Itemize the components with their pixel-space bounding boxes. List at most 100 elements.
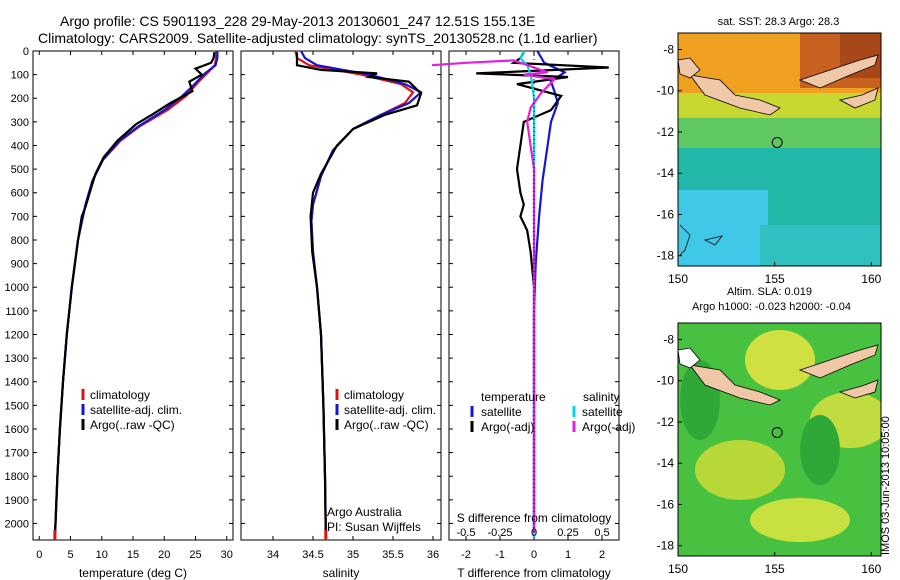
series-climatology xyxy=(294,50,415,538)
legend-label: satellite-adj. clim. xyxy=(90,403,182,417)
xtick-label: 0 xyxy=(531,549,537,561)
ytick-label: 300 xyxy=(11,117,29,129)
xtick-label: 25 xyxy=(189,549,201,561)
ytick-label: 1300 xyxy=(5,353,29,365)
sla-map-field xyxy=(678,323,881,556)
legend-label: climatology xyxy=(344,388,404,402)
ytick-label: 1900 xyxy=(5,495,29,507)
ytick-label: 1100 xyxy=(5,306,29,318)
ytick-label: 1500 xyxy=(5,400,29,412)
ytick-label: 800 xyxy=(11,235,29,247)
xtick-label: 2 xyxy=(599,549,605,561)
map-ytick-label: -18 xyxy=(657,249,675,263)
xtick-label: -1 xyxy=(495,549,505,561)
legend-title-salinity: salinity xyxy=(583,390,620,404)
legend-label: satellite xyxy=(582,405,623,419)
legend-label: Argo(-adj) xyxy=(582,420,635,434)
sla-map-title: Altim. SLA: 0.019 xyxy=(727,286,812,298)
imos-timestamp: IMOS 03-Jun-2013 10:05:00 xyxy=(880,416,892,555)
series-satellite-adj-clim- xyxy=(300,50,423,538)
ytick-label: 200 xyxy=(11,93,29,105)
map-ytick-label: -10 xyxy=(657,84,675,98)
stick-label: 0 xyxy=(531,527,537,539)
series-argo-raw-qc- xyxy=(53,52,216,533)
argo-location-marker xyxy=(771,136,783,148)
xtick-label: 34 xyxy=(267,549,279,561)
ytick-label: 700 xyxy=(11,211,29,223)
map-ytick-label: -10 xyxy=(657,374,675,388)
map-ytick-label: -8 xyxy=(663,332,674,346)
salinity-profile-xlabel: salinity xyxy=(323,566,360,580)
legend-label: satellite xyxy=(481,405,522,419)
map-ytick-label: -16 xyxy=(657,207,675,221)
ytick-label: 0 xyxy=(23,46,29,58)
legend-label: climatology xyxy=(90,388,150,402)
legend-label: Argo(..raw -QC) xyxy=(344,418,429,432)
xtick-label: 5 xyxy=(67,549,73,561)
ytick-label: 1600 xyxy=(5,424,29,436)
legend-label: Argo(-adj) xyxy=(481,420,534,434)
annotation-text: Argo Australia xyxy=(327,505,402,519)
salinity-profile-frame xyxy=(240,50,442,541)
sst-map-frame xyxy=(677,32,882,267)
ytick-label: 1200 xyxy=(5,329,29,341)
temperature-profile-xlabel: temperature (deg C) xyxy=(79,566,187,580)
ytick-label: 100 xyxy=(11,70,29,82)
legend-title-temperature: temperature xyxy=(481,390,546,404)
xtick-label: 0 xyxy=(36,549,42,561)
sla-map-subtitle: Argo h1000: -0.023 h2000: -0.04 xyxy=(692,301,851,313)
series-t-satellite xyxy=(532,50,567,538)
series-s-argo-adj- xyxy=(431,59,557,533)
map-ytick-label: -18 xyxy=(657,539,675,553)
stick-label: 0.25 xyxy=(557,527,578,539)
s-diff-xlabel: S difference from climatology xyxy=(457,511,612,525)
map-xtick-label: 160 xyxy=(861,562,881,576)
sst-map-field xyxy=(678,33,881,266)
ytick-label: 1400 xyxy=(5,377,29,389)
legend-label: Argo(..raw -QC) xyxy=(90,418,175,432)
map-ytick-label: -14 xyxy=(657,456,675,470)
map-ytick-label: -16 xyxy=(657,497,675,511)
xtick-label: 35.5 xyxy=(382,549,403,561)
map-xtick-label: 150 xyxy=(668,562,688,576)
temperature-profile-frame xyxy=(32,50,234,541)
xtick-label: 35 xyxy=(347,549,359,561)
ytick-label: 900 xyxy=(11,259,29,271)
ytick-label: 2000 xyxy=(5,518,29,530)
series-argo-raw-qc- xyxy=(295,52,423,533)
ytick-label: 500 xyxy=(11,164,29,176)
xtick-label: 30 xyxy=(221,549,233,561)
figure-title-line1: Argo profile: CS 5901193_228 29-May-2013… xyxy=(60,13,536,29)
legend-label: satellite-adj. clim. xyxy=(344,403,436,417)
ytick-label: 1000 xyxy=(5,282,29,294)
ytick-label: 1700 xyxy=(5,448,29,460)
map-xtick-label: 160 xyxy=(861,272,881,286)
map-xtick-label: 150 xyxy=(668,272,688,286)
map-xtick-label: 155 xyxy=(765,272,785,286)
series-t-argo-adj- xyxy=(476,51,609,533)
xtick-label: 1 xyxy=(565,549,571,561)
xtick-label: 10 xyxy=(96,549,108,561)
ytick-label: 1800 xyxy=(5,471,29,483)
map-xtick-label: 155 xyxy=(765,562,785,576)
annotation-text: PI: Susan Wijffels xyxy=(327,520,421,534)
xtick-label: 15 xyxy=(127,549,139,561)
stick-label: 0.5 xyxy=(594,527,609,539)
xtick-label: 34.5 xyxy=(302,549,323,561)
xtick-label: 36 xyxy=(427,549,439,561)
ytick-label: 400 xyxy=(11,140,29,152)
ytick-label: 600 xyxy=(11,188,29,200)
map-ytick-label: -12 xyxy=(657,125,675,139)
figure-title-line2: Climatology: CARS2009. Satellite-adjuste… xyxy=(38,30,598,46)
map-ytick-label: -12 xyxy=(657,415,675,429)
sla-map-frame xyxy=(677,322,882,557)
stick-label: -0.25 xyxy=(487,527,512,539)
difference-profile-xlabel: T difference from climatology xyxy=(457,566,611,580)
xtick-label: 20 xyxy=(158,549,170,561)
series-s-satellite xyxy=(519,50,536,538)
stick-label: -0.5 xyxy=(457,527,476,539)
map-ytick-label: -14 xyxy=(657,166,675,180)
map-ytick-label: -8 xyxy=(663,42,674,56)
argo-location-marker xyxy=(771,426,783,438)
